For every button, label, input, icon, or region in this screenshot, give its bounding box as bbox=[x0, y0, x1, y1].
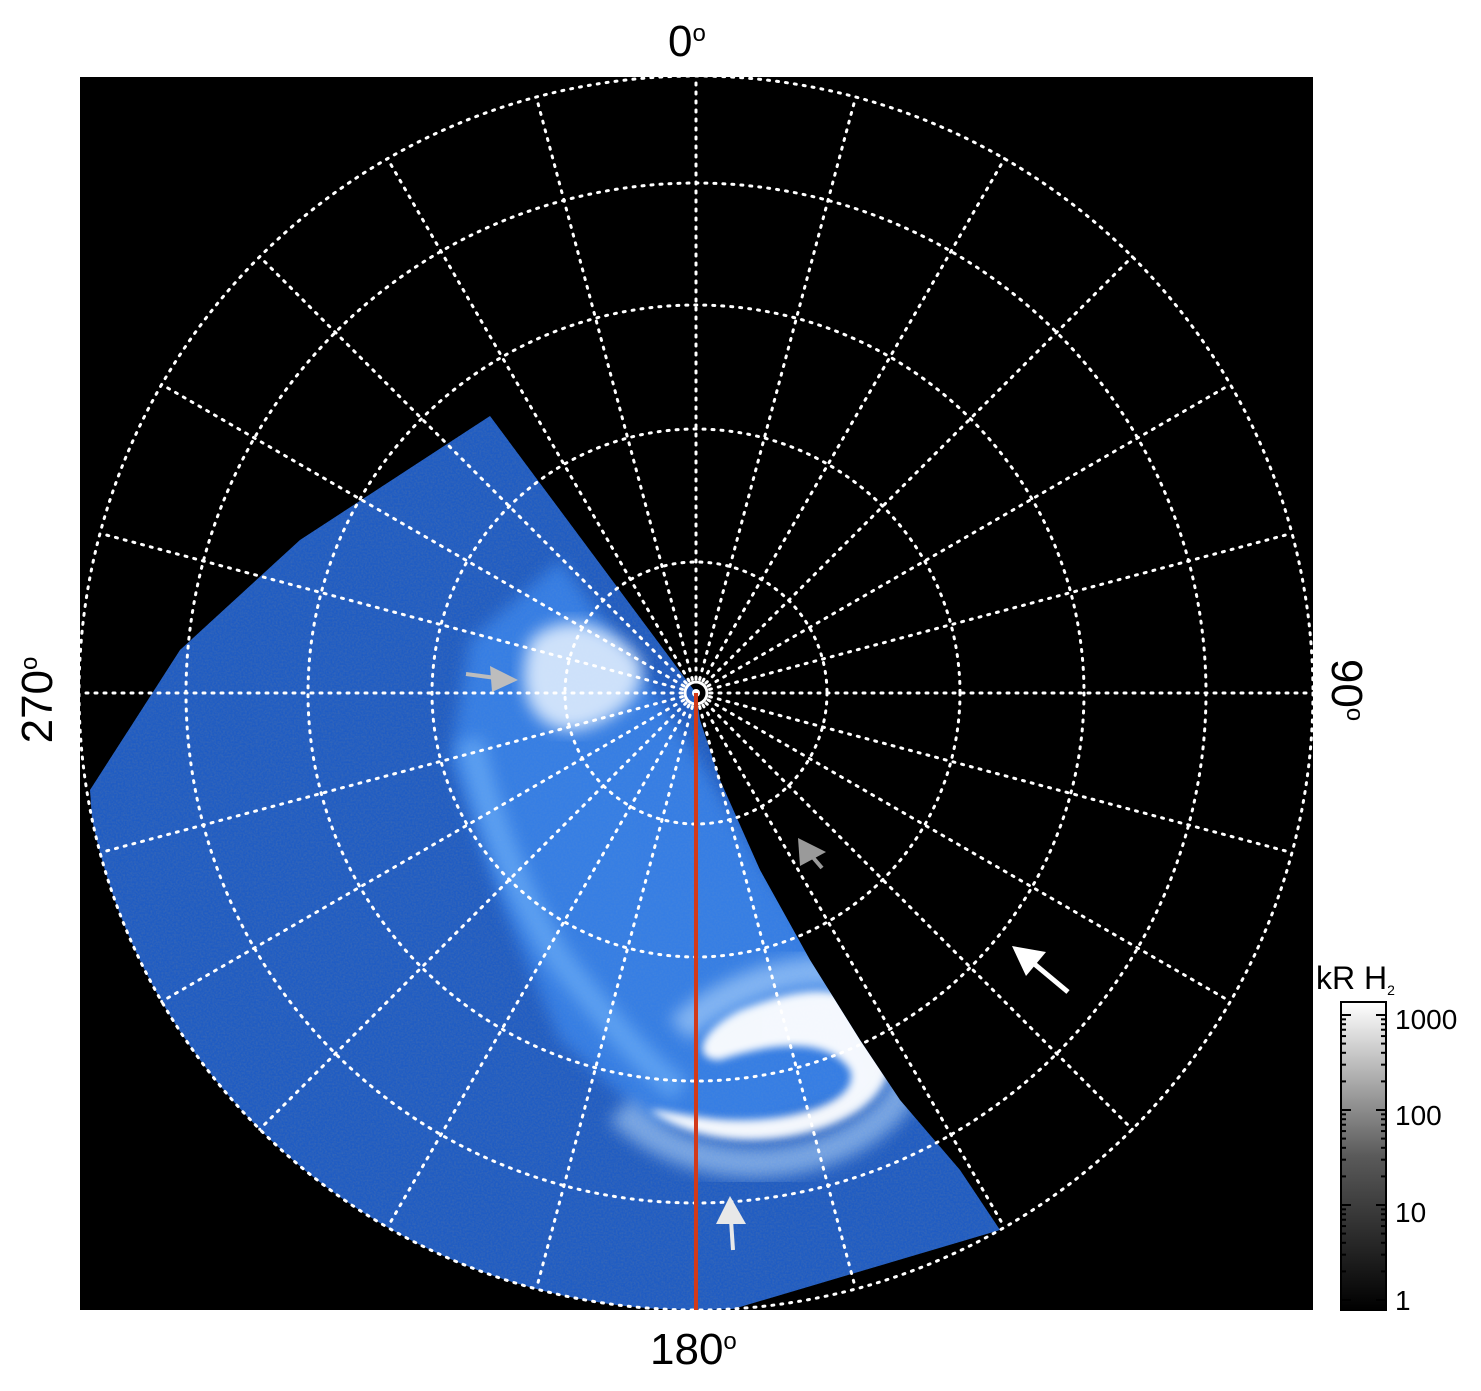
grid-spoke bbox=[160, 698, 686, 1003]
grid-ring-3 bbox=[306, 303, 1086, 1083]
grid-spokes bbox=[80, 77, 1313, 1310]
grid-spoke bbox=[698, 705, 858, 1291]
grid-spoke bbox=[386, 703, 691, 1229]
arrow-gray-left bbox=[465, 666, 518, 692]
angle-label-left-value: 270 bbox=[13, 669, 62, 744]
angle-label-top: 0o bbox=[668, 20, 706, 64]
colorbar-gradient bbox=[1340, 1001, 1387, 1311]
angle-label-bottom-value: 180 bbox=[650, 1325, 724, 1374]
angle-label-right-degree: o bbox=[1341, 707, 1368, 722]
angle-label-bottom-degree: o bbox=[723, 1328, 737, 1355]
colorbar-title: kR H2 bbox=[1316, 960, 1395, 998]
grid-spoke bbox=[704, 255, 1134, 685]
arrow-white-right bbox=[1012, 946, 1070, 994]
secondary-arc bbox=[457, 736, 688, 1101]
grid-spoke bbox=[706, 383, 1232, 688]
grid-spoke bbox=[160, 383, 686, 688]
angle-label-left: 270o bbox=[13, 656, 62, 744]
grid-spoke bbox=[534, 95, 694, 681]
grid-spoke bbox=[701, 157, 1006, 683]
colorbar-title-subscript: 2 bbox=[1387, 982, 1395, 998]
colorbar-title-text: kR H bbox=[1316, 960, 1388, 996]
grid-spoke bbox=[258, 701, 688, 1131]
colorbar-tick-label: 1000 bbox=[1395, 1004, 1458, 1035]
grid-spoke bbox=[704, 701, 1134, 1131]
grid-spoke bbox=[708, 695, 1294, 855]
colorbar-minor-ticks bbox=[1341, 1014, 1386, 1301]
angle-label-top-degree: o bbox=[692, 20, 706, 47]
grid-spoke bbox=[258, 255, 688, 685]
polar-bright-patch bbox=[523, 622, 642, 731]
arrow-white-bottom bbox=[716, 1196, 746, 1251]
colorbar-tick-label: 1 bbox=[1395, 1285, 1411, 1316]
colorbar bbox=[1340, 1001, 1387, 1311]
colorbar-tick-label: 10 bbox=[1395, 1197, 1427, 1228]
angle-label-left-degree: o bbox=[16, 656, 43, 670]
grid-spoke bbox=[708, 531, 1294, 691]
angle-label-top-value: 0 bbox=[668, 17, 693, 66]
main-auroral-oval bbox=[650, 991, 892, 1140]
grid-spoke bbox=[534, 705, 694, 1291]
grid-spoke bbox=[386, 157, 691, 683]
grid-spoke bbox=[701, 703, 1006, 1229]
grid-spoke bbox=[698, 95, 858, 681]
grid-spoke bbox=[98, 695, 684, 855]
angle-label-bottom: 180o bbox=[650, 1328, 737, 1372]
grid-spoke bbox=[98, 531, 684, 691]
angle-label-right: 90o bbox=[1322, 658, 1371, 722]
grid-spoke bbox=[706, 698, 1232, 1003]
colorbar-tick-label: 100 bbox=[1395, 1100, 1442, 1131]
angle-label-right-value: 90 bbox=[1322, 658, 1371, 708]
arrow-gray-right bbox=[798, 838, 826, 870]
